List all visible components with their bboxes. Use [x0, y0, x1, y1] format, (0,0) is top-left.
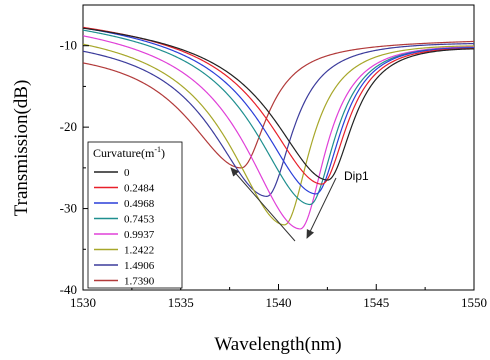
x-tick-label: 1545 [363, 295, 389, 310]
series-line-1.7390 [82, 40, 475, 169]
x-tick-label: 1550 [461, 295, 487, 310]
legend-title: Curvature(m-1) [93, 145, 165, 160]
legend-items: 0 0.2484 0.4968 0.7453 0.9937 1.2422 1.4906 1.7… [94, 167, 155, 288]
legend-label: 1.7390 [124, 276, 155, 288]
legend-title-main: Curvature(m [93, 146, 155, 160]
y-axis: -40 -30 -20 -10 [60, 38, 89, 297]
arrow-right [306, 177, 337, 239]
series-line-0.4968 [82, 27, 475, 195]
legend-label: 0 [124, 167, 130, 179]
x-tick-label: 1540 [266, 295, 292, 310]
x-axis-title: Wavelength(nm) [214, 334, 341, 355]
y-tick-label: -20 [60, 119, 77, 134]
series-line-0.7453 [82, 29, 474, 206]
legend-title-sup: -1 [154, 145, 161, 154]
y-axis-title: Transmission(dB) [11, 80, 32, 217]
series-line-1.2422 [82, 43, 475, 226]
legend-label: 0.4968 [124, 198, 155, 210]
legend: Curvature(m-1) 0 0.2484 0.4968 0.7453 0.9937… [87, 141, 183, 289]
dip1-label: Dip1 [344, 169, 369, 183]
legend-label: 1.4906 [124, 260, 155, 272]
arrow-left [230, 167, 296, 242]
series-line-0 [82, 27, 475, 181]
shift-arrows [230, 167, 337, 242]
series-line-1.4906 [82, 42, 475, 197]
y-tick-label: -10 [60, 38, 77, 53]
x-tick-label: 1530 [70, 295, 96, 310]
legend-box [87, 141, 183, 289]
x-tick-label: 1535 [168, 295, 194, 310]
series-lines [82, 26, 475, 230]
legend-title-end: ) [161, 146, 165, 160]
legend-label: 1.2422 [124, 245, 154, 257]
y-tick-label: -40 [60, 282, 77, 297]
legend-label: 0.2484 [124, 183, 155, 195]
legend-label: 0.7453 [124, 214, 155, 226]
series-line-0.9937 [82, 35, 475, 230]
y-tick-label: -30 [60, 201, 77, 216]
legend-label: 0.9937 [124, 229, 155, 241]
